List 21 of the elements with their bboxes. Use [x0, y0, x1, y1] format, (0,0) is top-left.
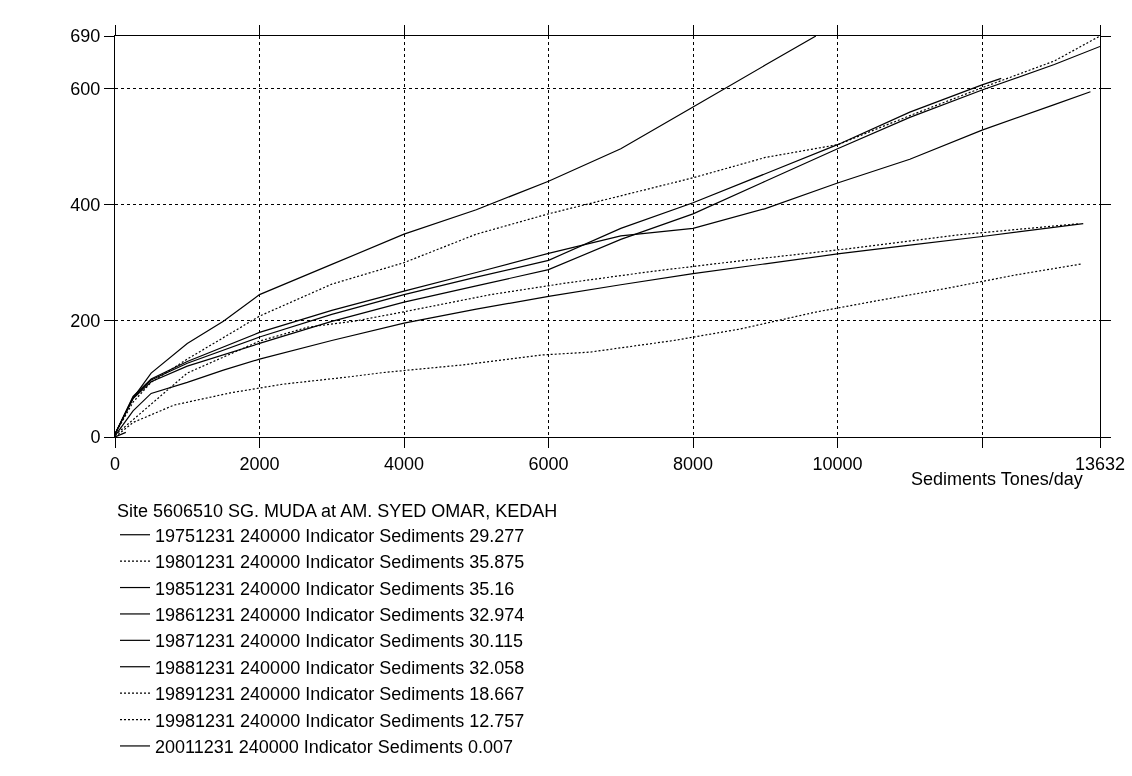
x-tick-label: 4000 [384, 453, 425, 474]
y-tick-label: 400 [70, 194, 101, 215]
x-tick-label: 6000 [528, 453, 569, 474]
x-tick-label: 10000 [812, 453, 863, 474]
x-tick-label: 0 [109, 453, 121, 474]
y-tick-label: 200 [70, 311, 101, 332]
y-tick-label: 600 [70, 78, 101, 99]
legend-label: 19801231 240000 Indicator Sediments 35.875 [155, 552, 525, 573]
y-tick-label: 0 [90, 427, 101, 448]
legend-title: Site 5606510 SG. MUDA at AM. SYED OMAR, KEDAH [117, 500, 558, 521]
x-tick-label: 8000 [673, 453, 714, 474]
legend-label: 19881231 240000 Indicator Sediments 32.058 [155, 657, 525, 678]
legend-label: 19751231 240000 Indicator Sediments 29.277 [155, 525, 525, 546]
legend-label: 19981231 240000 Indicator Sediments 12.757 [155, 710, 525, 731]
legend-label: 19891231 240000 Indicator Sediments 18.667 [155, 684, 525, 705]
y-tick-label: 690 [70, 26, 101, 47]
legend-label: 19851231 240000 Indicator Sediments 35.16 [155, 578, 515, 599]
x-tick-label: 2000 [239, 453, 280, 474]
legend-label: 19861231 240000 Indicator Sediments 32.974 [155, 604, 525, 625]
legend-label: 20011231 240000 Indicator Sediments 0.007 [155, 736, 513, 757]
legend-label: 19871231 240000 Indicator Sediments 30.115 [155, 631, 523, 652]
